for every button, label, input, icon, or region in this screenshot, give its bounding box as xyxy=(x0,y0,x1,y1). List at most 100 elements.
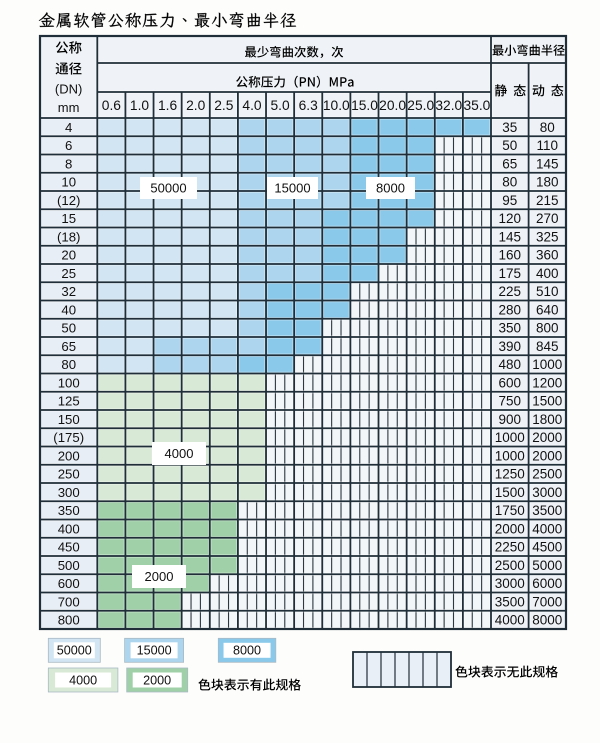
svg-text:3500: 3500 xyxy=(495,594,525,609)
svg-text:1.0: 1.0 xyxy=(130,98,150,113)
svg-text:50: 50 xyxy=(61,321,76,336)
svg-text:215: 215 xyxy=(536,193,559,208)
svg-text:2500: 2500 xyxy=(495,558,525,573)
svg-text:510: 510 xyxy=(536,284,559,299)
svg-text:80: 80 xyxy=(502,175,517,190)
svg-text:400: 400 xyxy=(58,521,80,536)
svg-text:4.0: 4.0 xyxy=(242,98,262,113)
svg-text:145: 145 xyxy=(536,156,559,171)
svg-text:32: 32 xyxy=(61,284,76,299)
svg-text:270: 270 xyxy=(536,211,559,226)
svg-text:4: 4 xyxy=(65,120,72,135)
svg-text:35.0: 35.0 xyxy=(463,98,490,113)
svg-text:6.3: 6.3 xyxy=(299,98,319,113)
svg-text:1000: 1000 xyxy=(495,448,525,463)
svg-text:mm: mm xyxy=(58,100,80,115)
svg-text:2.0: 2.0 xyxy=(186,98,206,113)
svg-text:3500: 3500 xyxy=(532,503,562,518)
svg-text:100: 100 xyxy=(58,375,80,390)
svg-text:50000: 50000 xyxy=(57,644,92,658)
svg-text:2000: 2000 xyxy=(145,569,174,584)
svg-text:95: 95 xyxy=(502,193,517,208)
svg-text:150: 150 xyxy=(58,412,80,427)
svg-text:110: 110 xyxy=(537,138,559,153)
svg-text:8: 8 xyxy=(65,156,72,171)
svg-text:1200: 1200 xyxy=(532,375,562,390)
svg-text:40: 40 xyxy=(61,302,76,317)
svg-text:800: 800 xyxy=(58,613,80,628)
svg-text:1500: 1500 xyxy=(532,394,562,409)
svg-text:250: 250 xyxy=(58,467,80,482)
svg-text:20.0: 20.0 xyxy=(379,98,406,113)
svg-text:(DN): (DN) xyxy=(55,82,82,97)
svg-text:(175): (175) xyxy=(53,430,84,445)
svg-text:600: 600 xyxy=(499,375,522,390)
svg-text:300: 300 xyxy=(58,485,80,500)
svg-text:1250: 1250 xyxy=(495,467,525,482)
svg-text:1750: 1750 xyxy=(495,503,525,518)
svg-text:15000: 15000 xyxy=(137,644,172,658)
svg-text:8000: 8000 xyxy=(376,181,405,196)
svg-text:10: 10 xyxy=(61,175,76,190)
svg-text:145: 145 xyxy=(499,229,522,244)
svg-text:325: 325 xyxy=(536,229,559,244)
svg-text:65: 65 xyxy=(502,156,517,171)
svg-text:600: 600 xyxy=(58,576,80,591)
svg-text:25: 25 xyxy=(61,266,76,281)
svg-text:350: 350 xyxy=(58,503,80,518)
svg-text:1000: 1000 xyxy=(495,430,525,445)
svg-text:175: 175 xyxy=(499,266,522,281)
svg-text:500: 500 xyxy=(58,558,80,573)
svg-text:80: 80 xyxy=(61,357,76,372)
svg-text:800: 800 xyxy=(536,321,559,336)
svg-text:6: 6 xyxy=(65,138,72,153)
svg-text:400: 400 xyxy=(536,266,559,281)
svg-text:2000: 2000 xyxy=(495,521,525,536)
svg-text:125: 125 xyxy=(58,394,80,409)
svg-text:2.5: 2.5 xyxy=(214,98,234,113)
svg-text:15.0: 15.0 xyxy=(351,98,378,113)
svg-text:3000: 3000 xyxy=(495,576,525,591)
svg-text:900: 900 xyxy=(499,412,522,427)
svg-text:32.0: 32.0 xyxy=(435,98,462,113)
svg-text:2000: 2000 xyxy=(143,673,171,687)
svg-text:700: 700 xyxy=(58,594,80,609)
svg-text:35: 35 xyxy=(502,120,517,135)
svg-text:1.6: 1.6 xyxy=(158,98,178,113)
svg-text:80: 80 xyxy=(540,120,555,135)
svg-text:280: 280 xyxy=(499,302,522,317)
svg-text:65: 65 xyxy=(61,339,76,354)
svg-text:225: 225 xyxy=(499,284,522,299)
svg-text:160: 160 xyxy=(499,248,522,263)
svg-text:15: 15 xyxy=(61,211,76,226)
svg-text:8000: 8000 xyxy=(532,613,562,628)
svg-text:750: 750 xyxy=(499,394,522,409)
svg-text:20: 20 xyxy=(61,248,76,263)
svg-text:180: 180 xyxy=(536,175,559,190)
svg-text:4000: 4000 xyxy=(69,673,97,687)
svg-text:25.0: 25.0 xyxy=(407,98,434,113)
svg-text:200: 200 xyxy=(58,448,80,463)
svg-text:1500: 1500 xyxy=(495,485,525,500)
svg-text:1800: 1800 xyxy=(532,412,562,427)
svg-text:2000: 2000 xyxy=(532,448,562,463)
svg-text:(12): (12) xyxy=(57,193,80,208)
svg-text:10.0: 10.0 xyxy=(323,98,350,113)
svg-text:0.6: 0.6 xyxy=(102,98,122,113)
svg-text:360: 360 xyxy=(536,248,559,263)
svg-text:120: 120 xyxy=(499,211,522,226)
svg-text:3000: 3000 xyxy=(532,485,562,500)
svg-text:50: 50 xyxy=(502,138,517,153)
svg-text:4000: 4000 xyxy=(532,521,562,536)
svg-text:6000: 6000 xyxy=(532,576,562,591)
svg-text:845: 845 xyxy=(536,339,559,354)
svg-text:5000: 5000 xyxy=(532,558,562,573)
svg-text:2500: 2500 xyxy=(532,467,562,482)
svg-text:15000: 15000 xyxy=(274,181,310,196)
svg-text:2000: 2000 xyxy=(532,430,562,445)
svg-text:480: 480 xyxy=(499,357,522,372)
svg-text:8000: 8000 xyxy=(233,644,261,658)
svg-text:390: 390 xyxy=(499,339,522,354)
svg-text:450: 450 xyxy=(58,540,80,555)
svg-text:350: 350 xyxy=(499,321,522,336)
